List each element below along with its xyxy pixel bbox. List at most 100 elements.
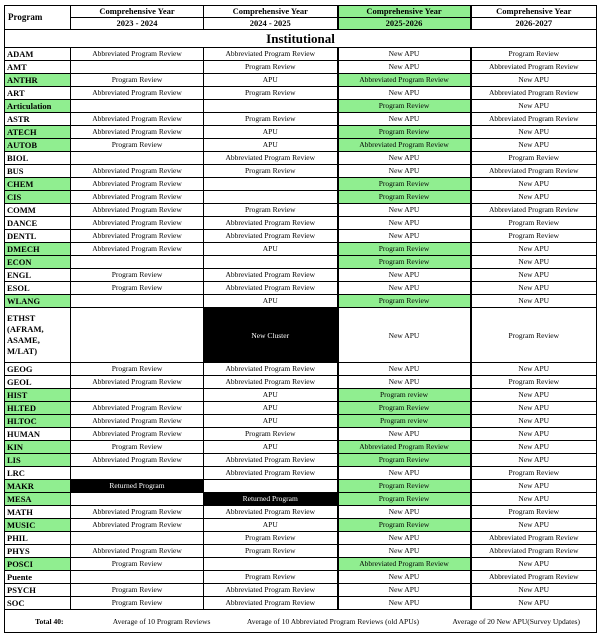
cell-2026-2027: New APU [470,138,597,152]
col-header-2024-2025-title: Comprehensive Year [203,5,338,18]
cell-2026-2027: Program Review [470,47,597,61]
program-name-cell: ADAM [4,47,71,61]
program-name-cell: ANTHR [4,73,71,87]
table-row: KIN Program Review APU Abbreviated Program … [4,440,597,454]
program-name-cell: HLTOC [4,414,71,428]
program-name-cell: AMT [4,60,71,74]
table-row: LIS Abbreviated Program Review Abbreviated… [4,453,597,467]
cell-2023-2024: Program Review [70,138,204,152]
program-name-cell: ECON [4,255,71,269]
program-name-cell: GEOG [4,362,71,376]
col-header-2026-2027-year: 2026-2027 [470,17,597,30]
cell-2024-2025: Abbreviated Program Review [203,453,338,467]
cell-2026-2027: New APU [470,427,597,441]
program-name-cell: ENGL [4,268,71,282]
table-row: ATECH Abbreviated Program Review APU Progra… [4,125,597,139]
cell-2023-2024 [70,531,204,545]
table-row: PHIL Program Review New APU Abbreviated Pro… [4,531,597,545]
cell-2025-2026: New APU [336,531,472,545]
cell-2023-2024: Program Review [70,73,204,87]
cell-2025-2026: New APU [336,268,472,282]
program-name-cell: LRC [4,466,71,480]
cell-2024-2025 [203,99,338,113]
cell-2024-2025: Program Review [203,427,338,441]
cell-2026-2027: New APU [470,596,597,610]
cell-2023-2024: Program Review [70,440,204,454]
cell-2023-2024 [70,294,204,308]
program-name-cell: DMECH [4,242,71,256]
section-title: Institutional [4,29,597,48]
cell-2023-2024: Abbreviated Program Review [70,453,204,467]
cell-2026-2027: New APU [470,281,597,295]
cell-2023-2024: Abbreviated Program Review [70,242,204,256]
program-name-cell: GEOL [4,375,71,389]
cell-2024-2025: Abbreviated Program Review [203,466,338,480]
program-name-cell: CIS [4,190,71,204]
table-header: Program Comprehensive Year Comprehensive… [4,5,597,30]
cell-2025-2026: New APU [336,307,472,363]
table-row: CHEM Abbreviated Program Review Program Re… [4,177,597,191]
cell-2026-2027: Abbreviated Program Review [470,570,597,584]
cell-2024-2025: Program Review [203,203,338,217]
cell-2026-2027: New APU [470,362,597,376]
cell-2026-2027: Abbreviated Program Review [470,544,597,558]
cell-2026-2027: New APU [470,268,597,282]
program-name-cell: BUS [4,164,71,178]
table-row: ETHST (AFRAM, ASAME, M/LAT) New Cluster Ne… [4,307,597,363]
table-row: HIST APU Program review New APU [4,388,597,402]
col-header-2023-2024-title: Comprehensive Year [70,5,204,18]
cell-2024-2025: APU [203,242,338,256]
cell-2025-2026: Program Review [336,177,472,191]
cell-2026-2027: New APU [470,453,597,467]
cell-2023-2024: Program Review [70,268,204,282]
cell-2023-2024: Program Review [70,281,204,295]
cell-2024-2025: Abbreviated Program Review [203,281,338,295]
cell-2026-2027: Program Review [470,229,597,243]
header-row-title: Program Comprehensive Year Comprehensive… [4,5,597,30]
cell-2025-2026: New APU [336,281,472,295]
cell-2023-2024: Program Review [70,583,204,597]
table-row: PHYS Abbreviated Program Review Program Re… [4,544,597,558]
table-row: MUSIC Abbreviated Program Review APU Progra… [4,518,597,532]
cell-2026-2027: New APU [470,401,597,415]
cell-2025-2026: Program Review [336,125,472,139]
table-row: GEOL Abbreviated Program Review Abbreviate… [4,375,597,389]
cell-2023-2024: Abbreviated Program Review [70,518,204,532]
cell-2024-2025 [203,177,338,191]
cell-2026-2027: New APU [470,125,597,139]
table-row: Articulation Program Review New APU [4,99,597,113]
table-row: HUMAN Abbreviated Program Review Program R… [4,427,597,441]
table-row: PSYCH Program Review Abbreviated Program R… [4,583,597,597]
program-name-cell: POSCI [4,557,71,571]
table-row: GEOG Program Review Abbreviated Program Re… [4,362,597,376]
program-name-cell: PHIL [4,531,71,545]
cell-2025-2026: New APU [336,596,472,610]
table-row: BUS Abbreviated Program Review Program Rev… [4,164,597,178]
cell-2026-2027: Abbreviated Program Review [470,60,597,74]
program-name-cell: CHEM [4,177,71,191]
table-row: DANCE Abbreviated Program Review Abbreviat… [4,216,597,230]
cell-2025-2026: New APU [336,86,472,100]
header-row-years: 2023 - 2024 2024 - 2025 2025-2026 2026-2… [5,17,597,30]
program-name-cell: MAKR [4,479,71,493]
cell-2026-2027: Abbreviated Program Review [470,164,597,178]
program-name-cell: PSYCH [4,583,71,597]
cell-2026-2027: New APU [470,190,597,204]
cell-2026-2027: Abbreviated Program Review [470,531,597,545]
table-row: ASTR Abbreviated Program Review Program Re… [4,112,597,126]
cell-2023-2024: Abbreviated Program Review [70,414,204,428]
table-row: LRC Abbreviated Program Review New APU Prog… [4,466,597,480]
cell-2026-2027: Abbreviated Program Review [470,112,597,126]
cell-2024-2025 [203,255,338,269]
schedule-table: Program Comprehensive Year Comprehensive… [4,5,597,633]
cell-2024-2025: APU [203,73,338,87]
cell-2025-2026: Program Review [336,453,472,467]
cell-2026-2027: New APU [470,440,597,454]
cell-2026-2027: New APU [470,479,597,493]
cell-2023-2024: Program Review [70,362,204,376]
cell-2025-2026: New APU [336,362,472,376]
cell-2026-2027: New APU [470,557,597,571]
cell-2025-2026: New APU [336,583,472,597]
program-name-cell: HIST [4,388,71,402]
